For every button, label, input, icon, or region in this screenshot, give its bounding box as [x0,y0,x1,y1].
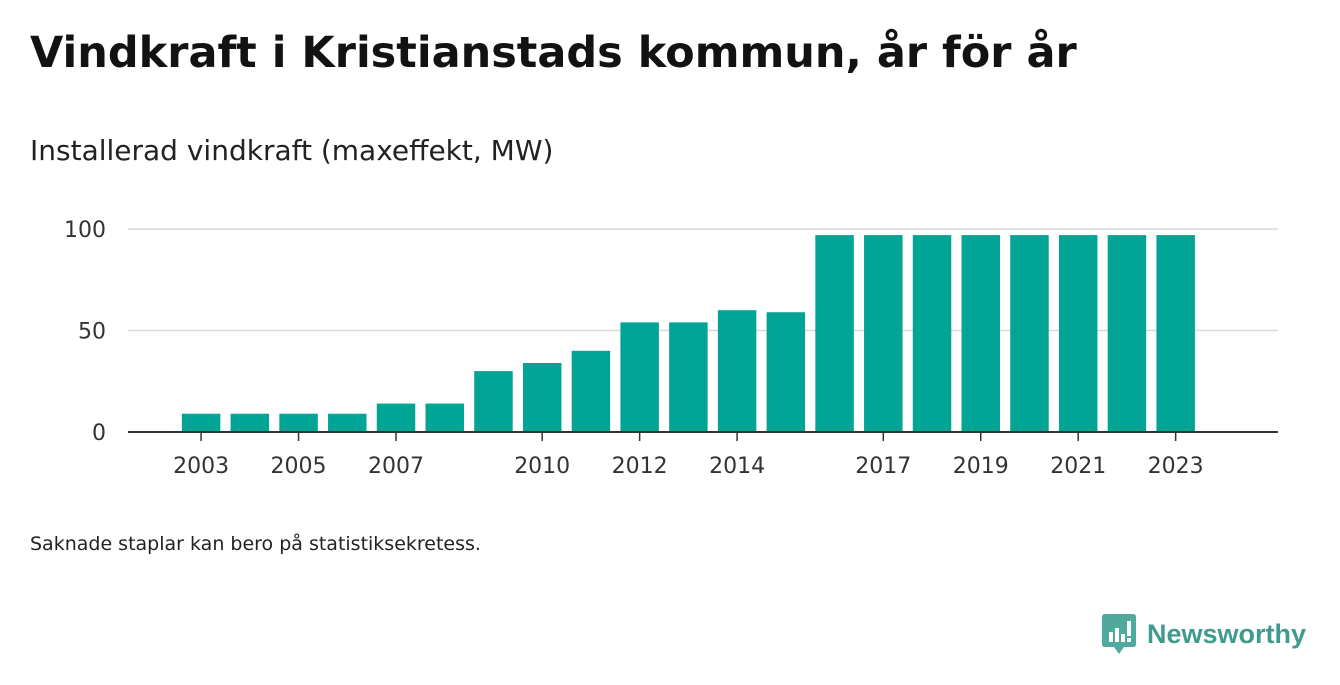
bar-2012 [620,322,659,432]
newsworthy-logo-icon [1101,614,1136,654]
x-tick-label: 2017 [855,454,911,479]
bar-2019 [961,235,1001,432]
bar-2007 [376,403,416,432]
bars [181,235,1195,432]
bar-2009 [474,371,513,432]
x-tick-label: 2019 [953,454,1009,479]
bar-2004 [230,413,270,432]
chart-title: Vindkraft i Kristianstads kommun, år för… [30,28,1077,78]
x-tick-label: 2012 [612,454,668,479]
y-tick-label: 0 [92,421,106,446]
x-tick-label: 2007 [368,454,424,479]
bar-2022 [1107,235,1147,432]
brand-name: Newsworthy [1146,618,1306,649]
bar-2003 [181,413,221,432]
bar-2010 [522,362,562,432]
bar-2008 [425,403,464,432]
gridlines [128,228,1278,332]
x-tick-label: 2005 [271,454,327,479]
y-tick-label: 50 [78,320,106,345]
bar-2011 [571,350,611,432]
bar-2015 [766,312,806,432]
footnote: Saknade staplar kan bero på statistiksek… [30,533,481,555]
brand-logo: Newsworthy [1101,612,1306,656]
x-tick-label: 2010 [514,454,570,479]
y-axis-ticks: 0 50 100 [64,218,106,446]
bar-2020 [1010,235,1049,432]
bar-2018 [912,235,952,432]
x-tick-label: 2003 [173,454,229,479]
bar-2023 [1156,235,1195,432]
bar-2017 [864,235,903,432]
bar-2006 [328,413,367,432]
y-tick-label: 100 [64,218,106,243]
bar-2016 [815,235,854,432]
x-tick-label: 2023 [1148,454,1204,479]
x-axis-ticks: 2003 2005 2007 2010 2012 2014 2017 2019 2021 2023 [173,432,1204,479]
chart-subtitle: Installerad vindkraft (maxeffekt, MW) [30,134,554,167]
bar-2014 [717,310,757,432]
x-tick-label: 2021 [1050,454,1106,479]
bar-2021 [1058,235,1098,432]
bar-2005 [279,413,318,432]
bar-2013 [669,322,708,432]
x-tick-label: 2014 [709,454,765,479]
